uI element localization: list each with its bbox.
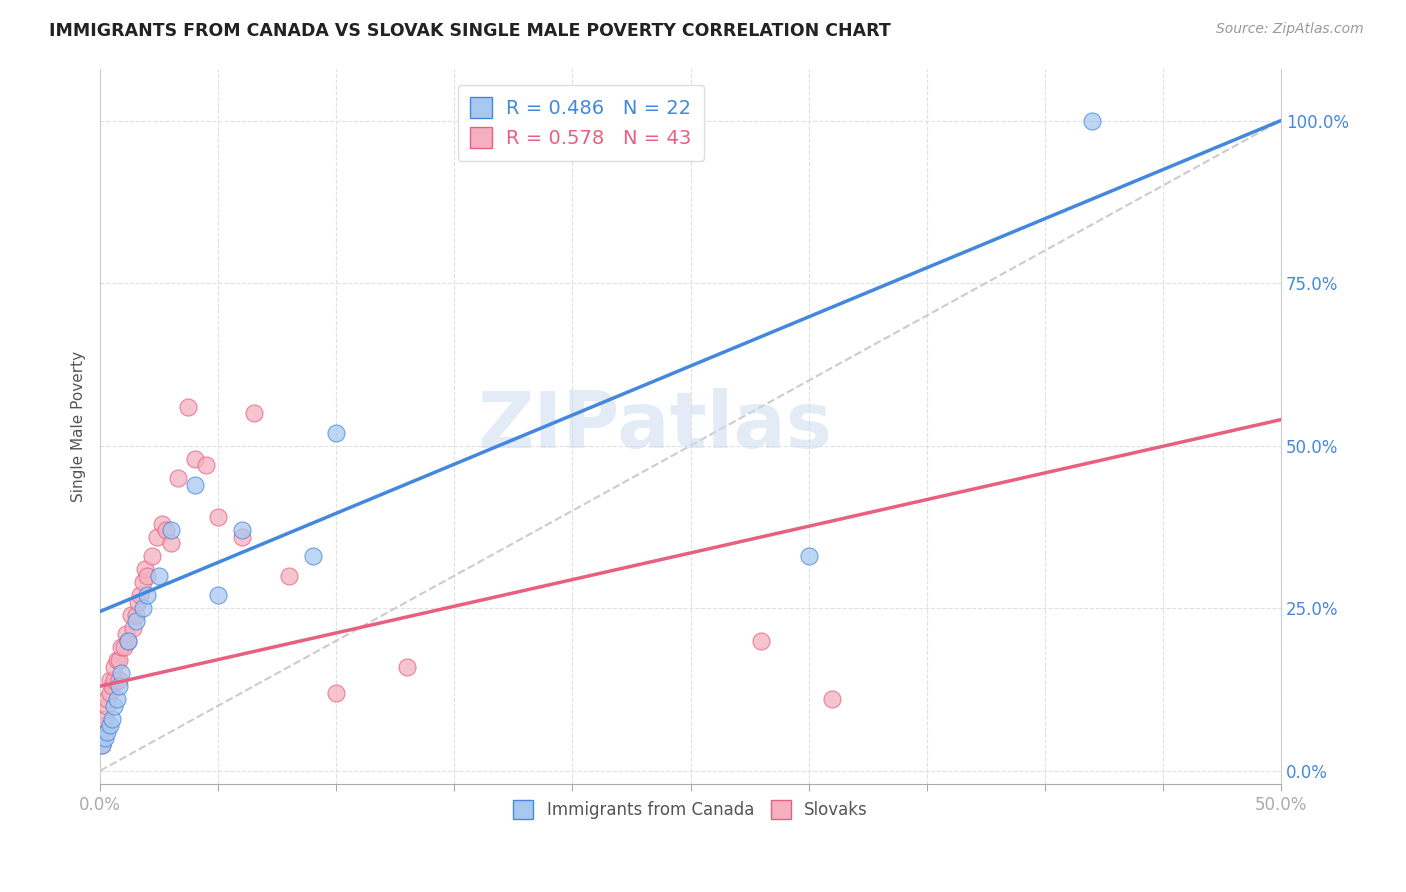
Point (231, 523, 253, 537)
Point (91, 724, 114, 739)
Point (101, 712, 124, 726)
Point (207, 510, 229, 524)
Point (821, 692, 844, 706)
Point (167, 471, 190, 485)
Point (98, 673, 121, 687)
Point (94, 718, 117, 732)
Legend: Immigrants from Canada, Slovaks: Immigrants from Canada, Slovaks (506, 793, 875, 825)
Point (108, 653, 131, 667)
Point (146, 530, 169, 544)
Text: ZIPatlas: ZIPatlas (478, 388, 832, 464)
Point (183, 477, 205, 491)
Point (105, 692, 128, 706)
Point (325, 686, 347, 700)
Point (112, 640, 135, 655)
Point (141, 549, 163, 564)
Point (105, 653, 128, 667)
Point (115, 627, 138, 641)
Point (91, 738, 114, 752)
Point (117, 633, 139, 648)
Point (148, 568, 170, 582)
Point (242, 406, 264, 420)
Point (136, 568, 159, 582)
Point (195, 458, 218, 472)
Point (150, 516, 173, 531)
Point (108, 679, 131, 693)
Point (278, 568, 301, 582)
Point (101, 679, 124, 693)
Point (231, 530, 253, 544)
Point (131, 601, 153, 615)
Point (129, 588, 152, 602)
Point (110, 666, 132, 681)
Point (176, 400, 198, 414)
Point (108, 673, 131, 687)
Point (124, 607, 146, 622)
Point (396, 659, 419, 673)
Y-axis label: Single Male Poverty: Single Male Poverty (72, 351, 86, 501)
Point (120, 607, 142, 622)
Point (160, 536, 183, 550)
Point (117, 633, 139, 648)
Point (797, 549, 820, 564)
Point (103, 659, 125, 673)
Point (127, 595, 149, 609)
Point (751, 633, 773, 648)
Point (110, 640, 132, 655)
Point (94, 731, 117, 746)
Point (96, 724, 118, 739)
Point (96, 698, 118, 713)
Point (98, 718, 121, 732)
Point (103, 673, 125, 687)
Point (134, 562, 156, 576)
Point (183, 451, 205, 466)
Point (325, 425, 347, 440)
Point (155, 523, 177, 537)
Point (94, 712, 117, 726)
Point (301, 549, 323, 564)
Text: IMMIGRANTS FROM CANADA VS SLOVAK SINGLE MALE POVERTY CORRELATION CHART: IMMIGRANTS FROM CANADA VS SLOVAK SINGLE … (49, 22, 891, 40)
Point (1081, 113, 1104, 128)
Point (91, 738, 114, 752)
Point (160, 523, 183, 537)
Point (103, 698, 125, 713)
Point (207, 588, 229, 602)
Point (136, 588, 159, 602)
Point (98, 686, 121, 700)
Point (124, 614, 146, 628)
Text: Source: ZipAtlas.com: Source: ZipAtlas.com (1216, 22, 1364, 37)
Point (96, 692, 118, 706)
Point (131, 575, 153, 590)
Point (122, 621, 145, 635)
